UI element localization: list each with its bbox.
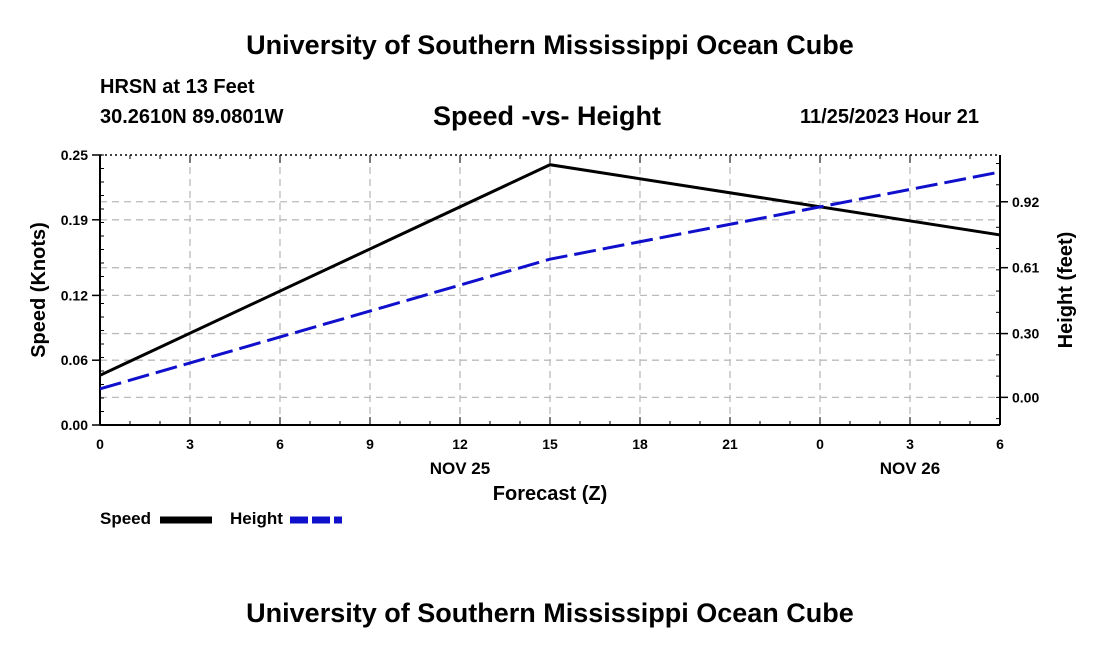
y-left-tick-label: 0.25 xyxy=(61,147,88,163)
legend-height-label: Height xyxy=(230,509,283,528)
page-title: University of Southern Mississippi Ocean… xyxy=(246,30,854,60)
station-coordinates: 30.2610N 89.0801W xyxy=(100,106,284,128)
forecast-datetime: 11/25/2023 Hour 21 xyxy=(800,106,980,128)
x-tick-label: 0 xyxy=(96,436,104,452)
x-tick-label: 0 xyxy=(816,436,824,452)
x-tick-label: 6 xyxy=(276,436,284,452)
legend-speed-label: Speed xyxy=(100,509,152,528)
y-right-tick-label: 0.00 xyxy=(1012,389,1039,405)
x-date-label: NOV 26 xyxy=(880,459,940,478)
x-tick-label: 15 xyxy=(542,436,558,452)
y-right-axis-title: Height (feet) xyxy=(1055,232,1077,349)
series-lines xyxy=(99,163,1001,391)
x-tick-label: 21 xyxy=(722,436,738,452)
y-left-tick-label: 0.12 xyxy=(61,287,88,303)
x-tick-label: 18 xyxy=(632,436,648,452)
y-right-tick-label: 0.61 xyxy=(1012,260,1039,276)
y-left-tick-label: 0.06 xyxy=(61,352,88,368)
y-left-tick-label: 0.00 xyxy=(61,417,88,433)
x-date-label: NOV 25 xyxy=(430,459,490,478)
footer-title: University of Southern Mississippi Ocean… xyxy=(246,598,854,628)
chart-subtitle: Speed -vs- Height xyxy=(433,101,662,131)
x-tick-label: 3 xyxy=(906,436,914,452)
station-label: HRSN at 13 Feet xyxy=(100,76,255,98)
grid-lines xyxy=(100,155,1000,425)
y-left-tick-label: 0.19 xyxy=(61,212,88,228)
x-tick-label: 6 xyxy=(996,436,1004,452)
y-right-tick-label: 0.30 xyxy=(1012,326,1039,342)
x-tick-label: 3 xyxy=(186,436,194,452)
x-tick-label: 9 xyxy=(366,436,374,452)
x-tick-label: 12 xyxy=(452,436,468,452)
y-right-tick-label: 0.92 xyxy=(1012,194,1039,210)
axes xyxy=(92,154,1008,426)
x-axis-title: Forecast (Z) xyxy=(493,483,607,505)
y-left-axis-title: Speed (Knots) xyxy=(28,222,50,358)
axis-labels: 0.00 0.06 0.12 0.19 0.25 0.00 0.30 0.61 0.92 0 3 6 9… xyxy=(28,147,1077,505)
